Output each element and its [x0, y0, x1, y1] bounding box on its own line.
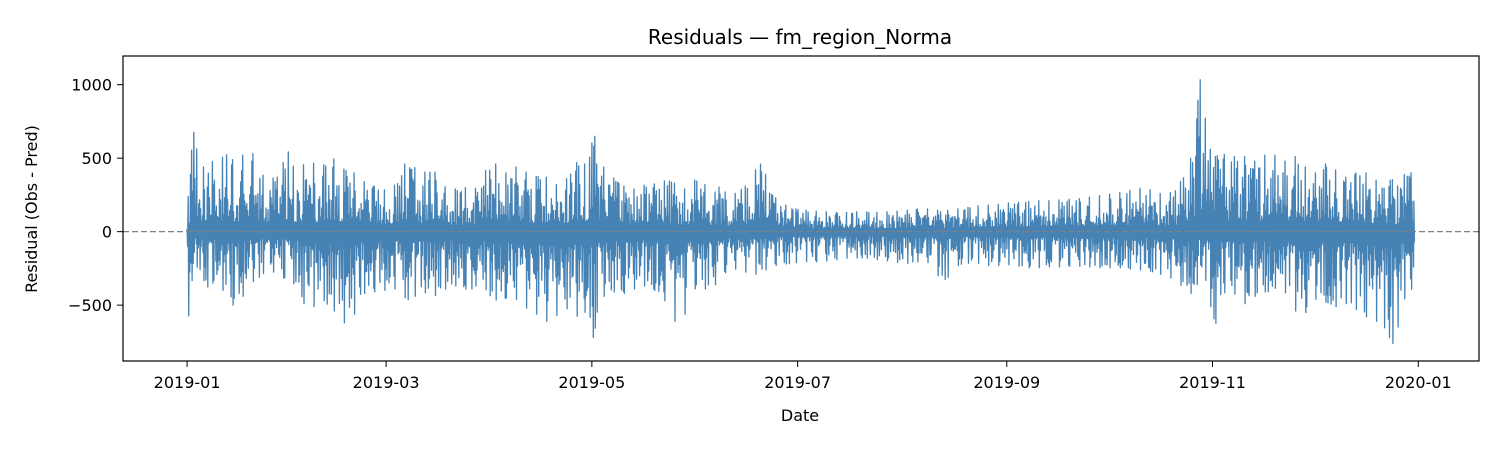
x-tick-label: 2020-01	[1385, 373, 1452, 392]
x-tick-label: 2019-09	[973, 373, 1040, 392]
plot-area	[122, 55, 1480, 362]
x-tick-label: 2019-07	[764, 373, 831, 392]
residual-series-line	[186, 79, 1416, 345]
x-tick-label: 2019-01	[154, 373, 221, 392]
y-tick-label: 0	[102, 223, 112, 242]
x-axis-ticks: 2019-01 2019-03 2019-05 2019-07 2019-09 2019-…	[154, 361, 1452, 392]
y-axis-ticks: −500 0 500 1000	[68, 76, 123, 315]
plot-frame	[122, 55, 1480, 362]
y-tick-label: 500	[81, 149, 112, 168]
x-axis-label: Date	[781, 406, 819, 425]
x-tick-label: 2019-03	[353, 373, 420, 392]
x-tick-label: 2019-11	[1179, 373, 1246, 392]
chart-title: Residuals — fm_region_Norma	[648, 25, 952, 49]
y-axis-label: Residual (Obs - Pred)	[22, 125, 41, 293]
y-tick-label: −500	[68, 296, 112, 315]
y-tick-label: 1000	[71, 76, 112, 95]
x-tick-label: 2019-05	[558, 373, 625, 392]
